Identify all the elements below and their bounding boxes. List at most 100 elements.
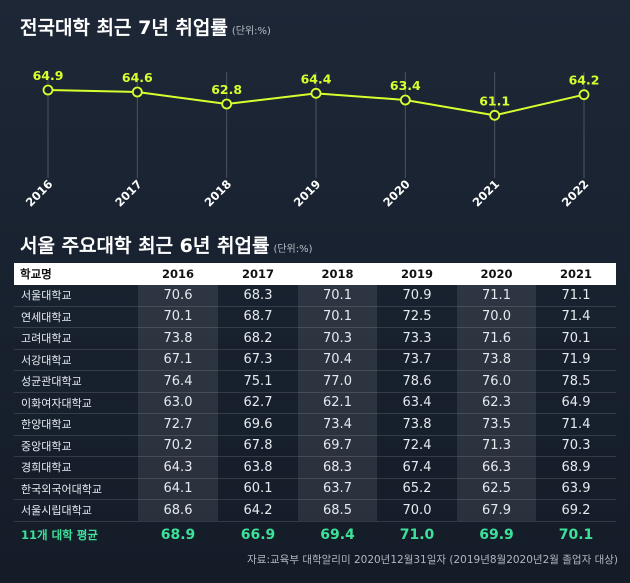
rate-cell: 73.8 bbox=[377, 413, 457, 436]
rate-cell: 70.4 bbox=[298, 349, 377, 371]
rate-cell: 71.4 bbox=[536, 413, 616, 436]
rate-cell: 77.0 bbox=[298, 370, 377, 393]
rate-cell: 63.0 bbox=[138, 392, 218, 414]
rate-cell: 67.3 bbox=[218, 349, 298, 371]
rate-cell: 62.3 bbox=[457, 392, 536, 414]
average-value-cell: 69.4 bbox=[320, 527, 355, 543]
rate-cell: 60.1 bbox=[218, 478, 298, 500]
x-tick-label: 2019 bbox=[291, 177, 324, 210]
rate-cell: 76.4 bbox=[138, 370, 218, 393]
column-header: 학교명 bbox=[20, 267, 52, 281]
rate-cell: 68.2 bbox=[218, 327, 298, 350]
rate-cell: 63.4 bbox=[377, 392, 457, 414]
rate-cell: 69.7 bbox=[298, 435, 377, 457]
employment-rate-line-chart: 64.9 64.6 62.8 64.4 63.4 61.1 64.2 2016 2017 2018… bbox=[23, 68, 600, 210]
rate-cell: 69.2 bbox=[536, 499, 616, 522]
rate-cell: 70.1 bbox=[298, 285, 377, 307]
rate-cell: 69.6 bbox=[218, 413, 298, 436]
column-header: 2020 bbox=[480, 267, 513, 281]
x-tick-label: 2018 bbox=[202, 177, 235, 210]
table-row: 경희대학교 64.3 63.8 68.3 67.4 66.3 68.9 bbox=[14, 456, 616, 479]
rate-cell: 75.1 bbox=[218, 370, 298, 393]
university-name: 이화여자대학교 bbox=[14, 392, 138, 414]
rate-cell: 62.5 bbox=[457, 478, 536, 500]
rate-cell: 64.9 bbox=[536, 392, 616, 414]
line-chart-unit: (단위:%) bbox=[231, 26, 271, 37]
data-point bbox=[489, 109, 501, 121]
rate-cell: 62.1 bbox=[298, 392, 377, 414]
data-point bbox=[399, 94, 411, 106]
table-row: 서강대학교 67.1 67.3 70.4 73.7 73.8 71.9 bbox=[14, 349, 616, 371]
column-header: 2018 bbox=[321, 267, 354, 281]
x-tick-label: 2022 bbox=[559, 177, 592, 210]
rate-cell: 63.7 bbox=[298, 478, 377, 500]
rate-cell: 67.4 bbox=[377, 456, 457, 479]
seoul-university-employment-table: 학교명 2016 2017 2018 2019 2020 2021 서울대학교 7… bbox=[14, 263, 616, 549]
rate-cell: 71.4 bbox=[536, 306, 616, 328]
rate-cell: 70.3 bbox=[536, 435, 616, 457]
data-label: 62.8 bbox=[211, 82, 242, 97]
rate-cell: 70.9 bbox=[377, 285, 457, 307]
x-tick-label: 2021 bbox=[470, 177, 503, 210]
rate-cell: 65.2 bbox=[377, 478, 457, 500]
rate-cell: 70.2 bbox=[138, 435, 218, 457]
x-tick-label: 2017 bbox=[112, 177, 145, 210]
university-name: 서울시립대학교 bbox=[14, 499, 138, 522]
data-label: 64.9 bbox=[33, 68, 64, 83]
rate-cell: 67.9 bbox=[457, 499, 536, 522]
x-tick-label: 2020 bbox=[380, 177, 413, 210]
rate-cell: 68.3 bbox=[298, 456, 377, 479]
table-unit: (단위:%) bbox=[273, 244, 313, 255]
data-point bbox=[578, 89, 590, 101]
average-row: 11개 대학 평균 68.9 66.9 69.4 71.0 69.9 70.1 bbox=[14, 521, 616, 549]
rate-cell: 76.0 bbox=[457, 370, 536, 393]
table-title: 서울 주요대학 최근 6년 취업률 (단위:%) bbox=[20, 235, 313, 257]
rate-cell: 71.1 bbox=[457, 285, 536, 307]
data-label: 64.6 bbox=[122, 70, 153, 85]
average-value-cell: 66.9 bbox=[240, 527, 276, 543]
rate-cell: 70.0 bbox=[377, 499, 457, 522]
average-value-cell: 68.9 bbox=[160, 527, 196, 543]
data-label: 64.4 bbox=[301, 71, 332, 86]
rate-cell: 78.6 bbox=[377, 370, 457, 393]
university-name: 고려대학교 bbox=[14, 327, 138, 350]
data-label: 61.1 bbox=[479, 93, 510, 108]
rate-cell: 63.9 bbox=[536, 478, 616, 500]
x-tick-label: 2016 bbox=[23, 177, 56, 210]
rate-cell: 70.1 bbox=[138, 306, 218, 328]
rate-cell: 67.1 bbox=[138, 349, 218, 371]
university-name: 경희대학교 bbox=[14, 456, 138, 479]
rate-cell: 67.8 bbox=[218, 435, 298, 457]
column-header: 2016 bbox=[161, 267, 194, 281]
rate-cell: 73.4 bbox=[298, 413, 377, 436]
column-header: 2017 bbox=[241, 267, 274, 281]
average-value-cell: 70.1 bbox=[558, 527, 594, 543]
university-name: 서울대학교 bbox=[14, 285, 138, 307]
rate-cell: 71.1 bbox=[536, 285, 616, 307]
rate-cell: 71.9 bbox=[536, 349, 616, 371]
table-row: 고려대학교 73.8 68.2 70.3 73.3 71.6 70.1 bbox=[14, 327, 616, 350]
data-point bbox=[42, 84, 54, 96]
data-point bbox=[310, 87, 322, 99]
rate-cell: 71.6 bbox=[457, 327, 536, 350]
column-header: 2019 bbox=[400, 267, 433, 281]
rate-cell: 64.1 bbox=[138, 478, 218, 500]
table-row: 한양대학교 72.7 69.6 73.4 73.8 73.5 71.4 bbox=[14, 413, 616, 436]
university-name: 서강대학교 bbox=[14, 349, 138, 371]
university-name: 성균관대학교 bbox=[14, 370, 138, 393]
rate-cell: 68.6 bbox=[138, 499, 218, 522]
table-body: 서울대학교 70.6 68.3 70.1 70.9 71.1 71.1 연세대학교 70.1 68… bbox=[14, 285, 616, 549]
university-name: 연세대학교 bbox=[14, 306, 138, 328]
data-point bbox=[221, 98, 233, 110]
rate-cell: 68.7 bbox=[218, 306, 298, 328]
rate-cell: 73.8 bbox=[457, 349, 536, 371]
university-name: 한국외국어대학교 bbox=[14, 478, 138, 500]
data-point bbox=[131, 86, 143, 98]
rate-cell: 73.5 bbox=[457, 413, 536, 436]
table-header-row: 학교명 2016 2017 2018 2019 2020 2021 bbox=[14, 263, 616, 285]
data-label: 63.4 bbox=[390, 78, 421, 93]
rate-cell: 64.2 bbox=[218, 499, 298, 522]
rate-cell: 68.3 bbox=[218, 285, 298, 307]
rate-cell: 70.1 bbox=[298, 306, 377, 328]
rate-cell: 70.3 bbox=[298, 327, 377, 350]
